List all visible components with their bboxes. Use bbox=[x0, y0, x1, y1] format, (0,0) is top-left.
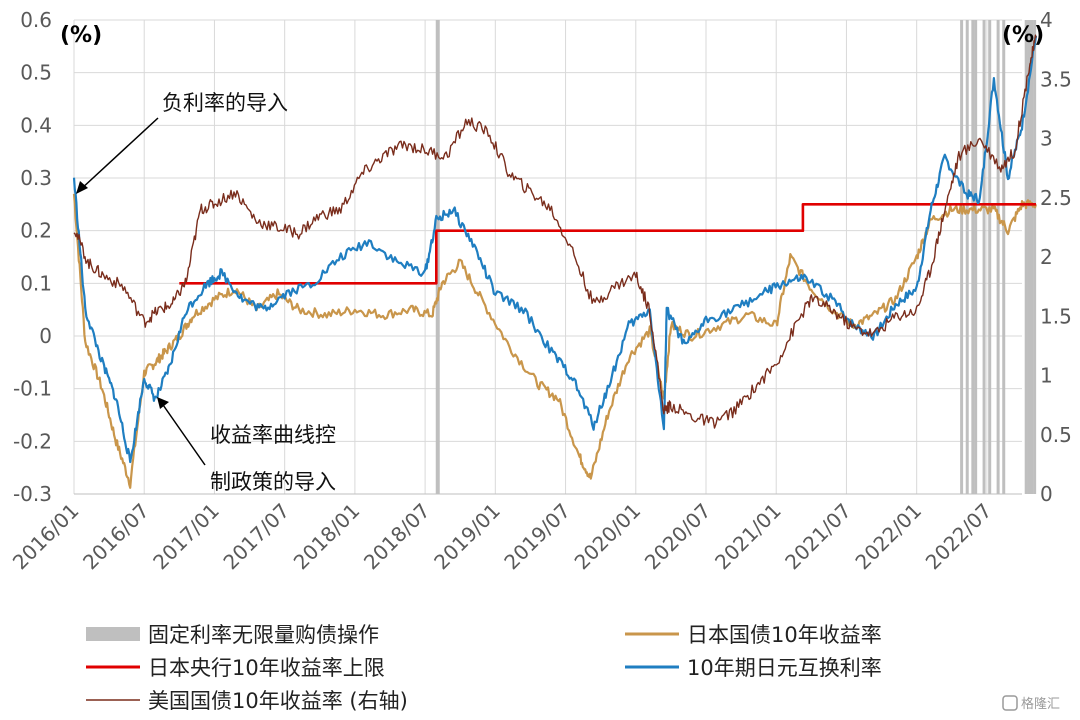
fixed-rate-operation-bars bbox=[435, 20, 1037, 494]
legend-label-ust: 美国国债10年收益率 (右轴) bbox=[148, 689, 408, 713]
left-axis-tick-label: 0.1 bbox=[20, 271, 52, 295]
left-axis-tick-label: -0.1 bbox=[13, 377, 52, 401]
legend: 固定利率无限量购债操作 日本国债10年收益率 日本央行10年收益率上限 10年期… bbox=[86, 623, 882, 713]
x-axis-tick-label: 2016/07 bbox=[78, 499, 154, 575]
legend-label-swap: 10年期日元互换利率 bbox=[687, 656, 882, 680]
right-axis-unit: (%) bbox=[1002, 23, 1044, 48]
annotation-arrowhead-negative-rate bbox=[76, 181, 88, 194]
annotation-arrow-ycc bbox=[160, 401, 206, 466]
left-axis-tick-label: -0.3 bbox=[13, 482, 52, 506]
left-axis-tick-label: 0.4 bbox=[20, 113, 52, 137]
x-axis-tick-label: 2017/07 bbox=[218, 499, 294, 575]
legend-label-boj-cap: 日本央行10年收益率上限 bbox=[148, 656, 385, 680]
watermark-text: 格隆汇 bbox=[1021, 696, 1060, 712]
x-axis-tick-label: 2022/01 bbox=[850, 499, 926, 575]
x-axis-tick-label: 2019/07 bbox=[499, 499, 575, 575]
annotation-ycc-line1: 收益率曲线控 bbox=[210, 423, 336, 447]
x-axis-tick-label: 2018/01 bbox=[289, 499, 365, 575]
watermark: 格隆汇 bbox=[1002, 695, 1060, 712]
right-axis-tick-label: 1.5 bbox=[1040, 304, 1072, 328]
left-axis-unit: (%) bbox=[60, 23, 102, 48]
x-axis-tick-label: 2020/01 bbox=[570, 499, 646, 575]
left-axis-tick-label: 0.2 bbox=[20, 219, 52, 243]
right-axis-tick-label: 2.5 bbox=[1040, 186, 1072, 210]
x-axis-ticks: 2016/012016/072017/012017/072018/012018/… bbox=[8, 499, 997, 575]
x-axis-tick-label: 2022/07 bbox=[921, 499, 997, 575]
right-axis-tick-label: 1 bbox=[1040, 364, 1053, 388]
legend-swatch-fixed-rate bbox=[86, 627, 140, 641]
left-axis-tick-label: 0 bbox=[39, 324, 52, 348]
right-axis-tick-label: 4 bbox=[1040, 8, 1053, 32]
right-axis-tick-label: 2 bbox=[1040, 245, 1053, 269]
series-line-1 bbox=[179, 203, 1036, 285]
legend-label-fixed-rate: 固定利率无限量购债操作 bbox=[148, 623, 379, 647]
right-axis-tick-label: 3.5 bbox=[1040, 67, 1072, 91]
x-axis-tick-label: 2016/01 bbox=[8, 499, 84, 575]
left-axis-tick-label: 0.3 bbox=[20, 166, 52, 190]
right-axis-ticks: 4 3.5 3 2.5 2 1.5 1 0.5 0 bbox=[1040, 8, 1072, 506]
annotation-negative-rate: 负利率的导入 bbox=[162, 91, 288, 115]
right-axis-tick-label: 0 bbox=[1040, 482, 1053, 506]
series-line-0 bbox=[72, 193, 1038, 489]
x-axis-tick-label: 2017/01 bbox=[148, 499, 224, 575]
x-axis-tick-label: 2021/01 bbox=[710, 499, 786, 575]
legend-label-jgb: 日本国债10年收益率 bbox=[687, 623, 882, 647]
annotation-arrowhead-ycc bbox=[157, 397, 169, 409]
series-lines bbox=[72, 34, 1038, 489]
watermark-logo-icon bbox=[1002, 695, 1018, 711]
x-axis-tick-label: 2020/07 bbox=[640, 499, 716, 575]
left-axis-tick-label: 0.6 bbox=[20, 8, 52, 32]
x-axis-tick-label: 2021/07 bbox=[780, 499, 856, 575]
annotation-ycc-line2: 制政策的导入 bbox=[210, 470, 336, 494]
left-axis-tick-label: 0.5 bbox=[20, 61, 52, 85]
annotation-arrow-negative-rate bbox=[79, 117, 159, 191]
left-axis-ticks: 0.6 0.5 0.4 0.3 0.2 0.1 0 -0.1 -0.2 -0.3 bbox=[13, 8, 52, 506]
left-axis-tick-label: -0.2 bbox=[13, 429, 52, 453]
right-axis-tick-label: 0.5 bbox=[1040, 423, 1072, 447]
right-axis-tick-label: 3 bbox=[1040, 127, 1053, 151]
series-line-2 bbox=[72, 35, 1038, 464]
series-line-3 bbox=[73, 34, 1037, 429]
x-axis-tick-label: 2019/01 bbox=[429, 499, 505, 575]
x-axis-tick-label: 2018/07 bbox=[359, 499, 435, 575]
